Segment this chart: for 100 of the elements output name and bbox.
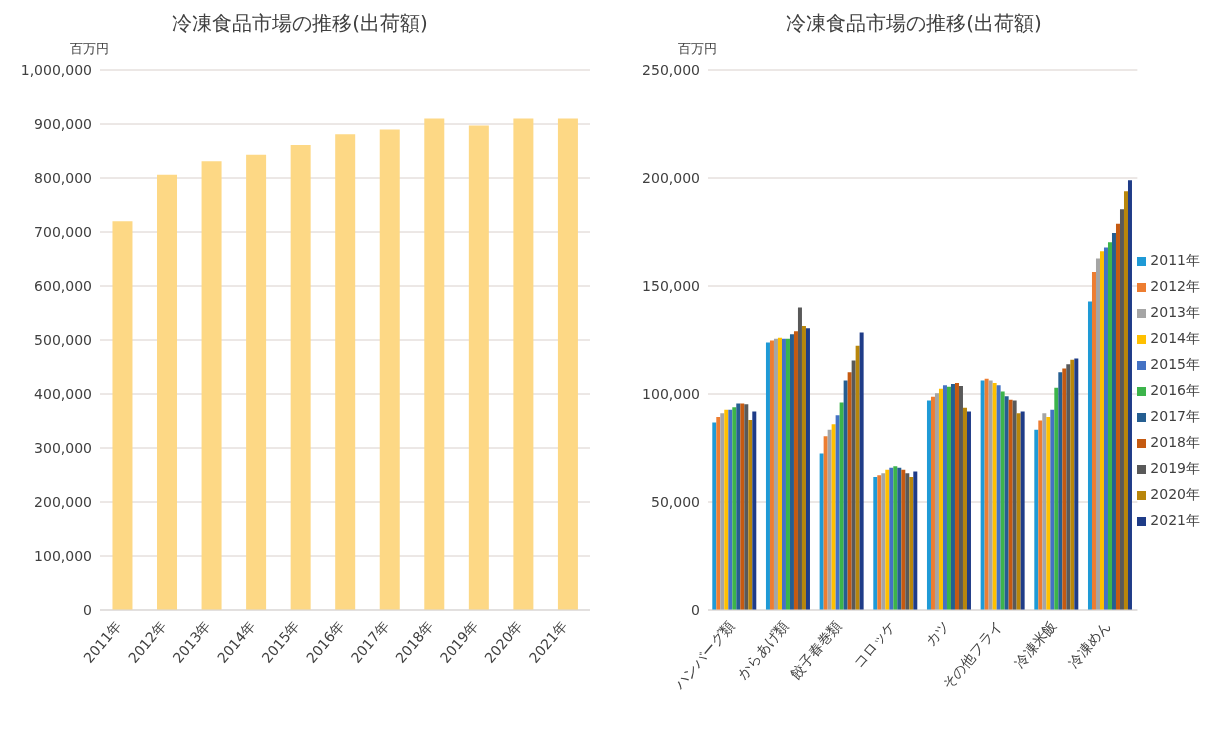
legend-label: 2017年 [1150,408,1200,424]
bar [954,382,959,610]
bar [773,338,778,610]
bar [789,334,794,610]
bar [843,380,848,610]
bar [744,404,749,610]
bar [1070,359,1075,610]
y-tick-label: 700,000 [34,223,92,240]
bar [847,372,852,610]
x-tick-label: 冷凍めん [1064,617,1113,671]
bar [797,307,802,610]
bar [1016,413,1021,610]
bar [557,118,578,610]
legend-label: 2021年 [1150,512,1200,528]
bar [1008,399,1013,610]
bar [885,469,890,610]
bar [984,378,989,610]
bar [819,453,824,610]
bar [1058,372,1063,610]
y-tick-label: 0 [83,601,92,618]
bar [1038,420,1043,610]
bar [1127,180,1132,610]
bar [1004,396,1009,610]
bar [748,419,753,610]
chart-title: 冷凍食品市場の推移(出荷額) [171,10,429,37]
bar [958,386,963,610]
bar [1119,209,1124,610]
bar [1050,409,1055,610]
bar [769,340,774,610]
bar [823,436,828,610]
bar [716,416,721,610]
bar [246,154,267,610]
bar [805,328,810,610]
y-tick-label: 150,000 [642,277,700,294]
bar [901,469,906,610]
bar [1107,242,1112,610]
y-tick-label: 400,000 [34,385,92,402]
bar [335,134,356,610]
bar [930,396,935,610]
bar [1123,191,1128,610]
bar [1046,416,1051,610]
bar [793,331,798,610]
y-tick-label: 300,000 [34,439,92,456]
y-tick-label: 200,000 [34,493,92,510]
chart-title: 冷凍食品市場の推移(出荷額) [785,10,1043,37]
bar [873,476,878,610]
y-tick-label: 0 [691,601,700,618]
legend-label: 2011年 [1150,252,1200,268]
bar [946,386,951,610]
legend-label: 2020年 [1150,486,1200,502]
legend-label: 2013年 [1150,304,1200,320]
bar [1115,223,1120,610]
bar [851,360,856,610]
bar [831,424,836,610]
bar [889,467,894,610]
x-tick-label: 冷凍米飯 [1010,617,1060,671]
bar [1099,251,1104,610]
legend-label: 2012年 [1150,278,1200,294]
bar [781,338,786,610]
bar [859,332,864,610]
bar [801,325,806,610]
bar [112,221,133,610]
bar [1091,271,1096,610]
bar [290,145,311,610]
legend-label: 2015年 [1150,356,1200,372]
bar [835,415,840,610]
bar [201,161,222,610]
bar [909,476,914,610]
bar [827,429,832,610]
bar [736,403,741,610]
bar [966,411,971,610]
bar [1042,413,1047,610]
x-tick-label: カツ [921,617,952,650]
bar [1095,258,1100,610]
bar [1074,358,1079,610]
y-axis-title: 百万円 [70,40,110,58]
bar [157,174,178,610]
bar [752,411,757,610]
bar [1103,247,1108,610]
bar [1000,391,1005,610]
y-tick-label: 500,000 [34,331,92,348]
bar [992,382,997,610]
y-tick-label: 250,000 [642,61,700,78]
bar [877,475,882,610]
bar [513,118,534,610]
bar [720,413,725,610]
bar [913,471,918,610]
y-tick-label: 900,000 [34,115,92,132]
bar [765,342,770,610]
bar [934,393,939,610]
bar [897,467,902,610]
bar [938,388,943,610]
bar [926,400,931,610]
bar [980,380,985,610]
y-tick-label: 50,000 [651,493,700,510]
y-tick-label: 1,000,000 [20,61,92,78]
bar [777,337,782,610]
bar [996,385,1001,610]
bar [839,402,844,610]
bar [724,409,729,610]
